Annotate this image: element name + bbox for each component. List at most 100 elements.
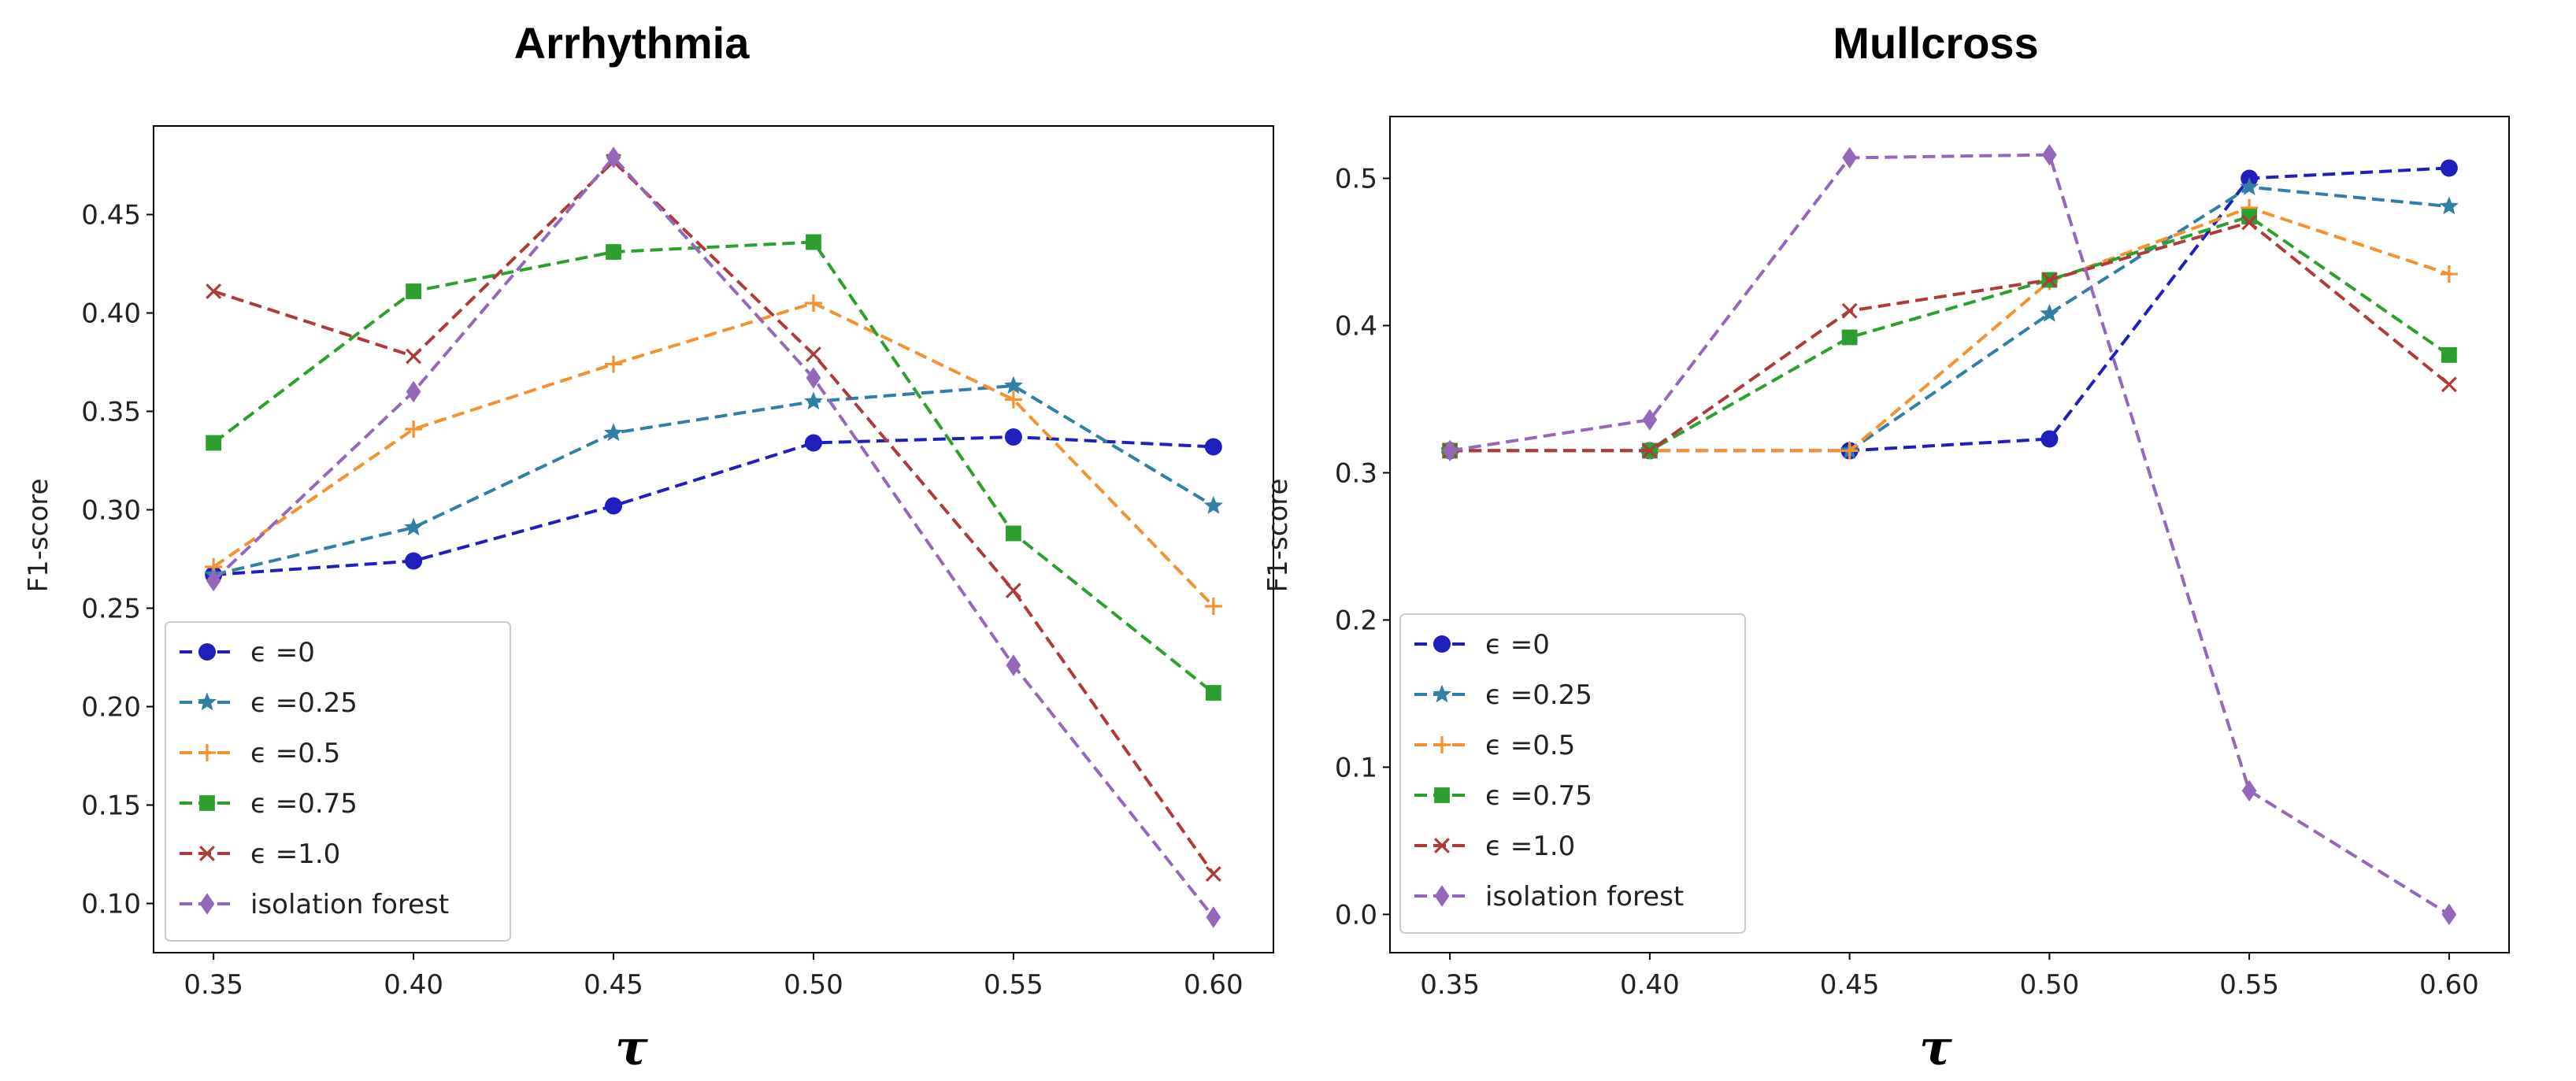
legend-marker [199,795,215,811]
series-line [213,435,1214,576]
data-point [803,391,823,410]
data-point [606,146,621,168]
legend-label: ϵ =0.75 [1485,780,1592,812]
data-point [605,497,623,515]
legend-marker [198,744,216,761]
x-axis-label: τ [1919,1019,1952,1076]
x-tick-label: 0.55 [984,969,1043,1001]
y-tick-label: 0.40 [81,298,141,330]
x-tick-label: 0.40 [1620,969,1680,1001]
data-point [405,552,423,570]
data-point [2441,346,2457,363]
x-tick-label: 0.45 [1820,969,1880,1001]
x-tick-label: 0.50 [784,969,843,1001]
data-point [406,380,421,403]
data-point [2440,265,2458,283]
data-point [804,294,822,312]
data-point [806,346,821,362]
x-tick-label: 0.60 [2419,969,2479,1001]
data-point [405,420,423,438]
series-line [1450,214,2451,453]
y-tick-label: 0.45 [81,200,141,231]
data-point [1842,146,1857,169]
series-line [212,154,1215,919]
y-tick-label: 0.1 [1335,752,1377,783]
data-point [206,569,221,592]
data-point [806,234,821,250]
data-point [206,283,222,299]
series-line [1450,185,2450,453]
data-point [2040,430,2059,448]
data-point [1004,428,1022,446]
data-point [2441,376,2457,393]
series-line [213,159,1215,876]
data-point [1003,376,1023,394]
data-point [406,348,422,365]
data-point [2041,272,2058,288]
legend: ϵ =0 ϵ =0.25 ϵ =0.5 ϵ =0.75 ϵ =1.0 isolation … [165,621,511,942]
legend-label: ϵ =0.5 [250,738,340,769]
y-tick-label: 0.35 [81,397,141,428]
y-tick-label: 0.3 [1335,457,1377,489]
y-tick-label: 0.25 [81,594,141,625]
series-line [1450,166,2450,453]
data-point [1841,329,1858,346]
data-point [806,367,821,389]
legend-box [165,621,511,942]
legend-marker [1433,684,1451,703]
data-point [1840,442,1859,460]
data-point [2241,214,2258,231]
y-tick-label: 0.20 [81,692,141,724]
data-point [606,244,621,260]
data-point [1204,438,1222,456]
data-point [1442,439,1458,462]
chart-title: Arrhythmia [514,18,751,68]
x-axis-label: τ [615,1019,648,1076]
data-point [2042,143,2057,166]
data-point [406,283,422,299]
series-line [1450,220,2451,453]
chart-panel-mullcross: Mullcross F1-score τ 0.00.10.20.30.40.50… [1262,18,2510,1076]
legend-marker [1433,736,1451,753]
series-line [212,240,1215,694]
data-point [2241,779,2257,802]
x-tick-label: 0.40 [384,969,443,1001]
data-point [1841,302,1858,319]
legend-label: ϵ =0.25 [250,687,358,719]
legend-label: ϵ =0.25 [1485,679,1592,711]
legend: ϵ =0 ϵ =0.25 ϵ =0.5 ϵ =0.75 ϵ =1.0 isolation … [1399,613,1746,934]
data-point [2040,303,2059,322]
data-point [404,517,424,536]
data-point [206,435,222,451]
legend-label: isolation forest [1485,881,1684,913]
data-point [2240,177,2259,195]
x-tick-label: 0.60 [1184,969,1244,1001]
data-point [1005,583,1021,598]
y-tick-label: 0.2 [1335,605,1377,636]
series-line [1450,205,2450,453]
legend-label: ϵ =0.5 [1485,730,1575,761]
legend-marker [199,846,215,861]
data-point [2440,159,2458,177]
x-tick-label: 0.55 [2219,969,2279,1001]
data-point [1005,525,1021,542]
y-axis-label: F1-score [23,479,54,593]
legend-label: ϵ =0 [250,637,315,668]
x-tick-label: 0.35 [183,969,243,1001]
data-point [2439,196,2459,215]
x-tick-label: 0.35 [1420,969,1480,1001]
y-axis-label: F1-score [1262,479,1294,593]
data-point [1205,685,1221,701]
data-point [1204,598,1222,615]
legend-box [1399,613,1746,934]
y-tick-label: 0.0 [1335,899,1377,931]
legend-marker [198,692,217,711]
data-point [1004,391,1022,409]
x-tick-label: 0.45 [584,969,643,1001]
series-line [213,301,1215,608]
legend-label: ϵ =1.0 [1485,831,1575,862]
data-point [1641,442,1658,459]
data-point [2241,209,2258,225]
y-tick-label: 0.15 [81,790,141,822]
